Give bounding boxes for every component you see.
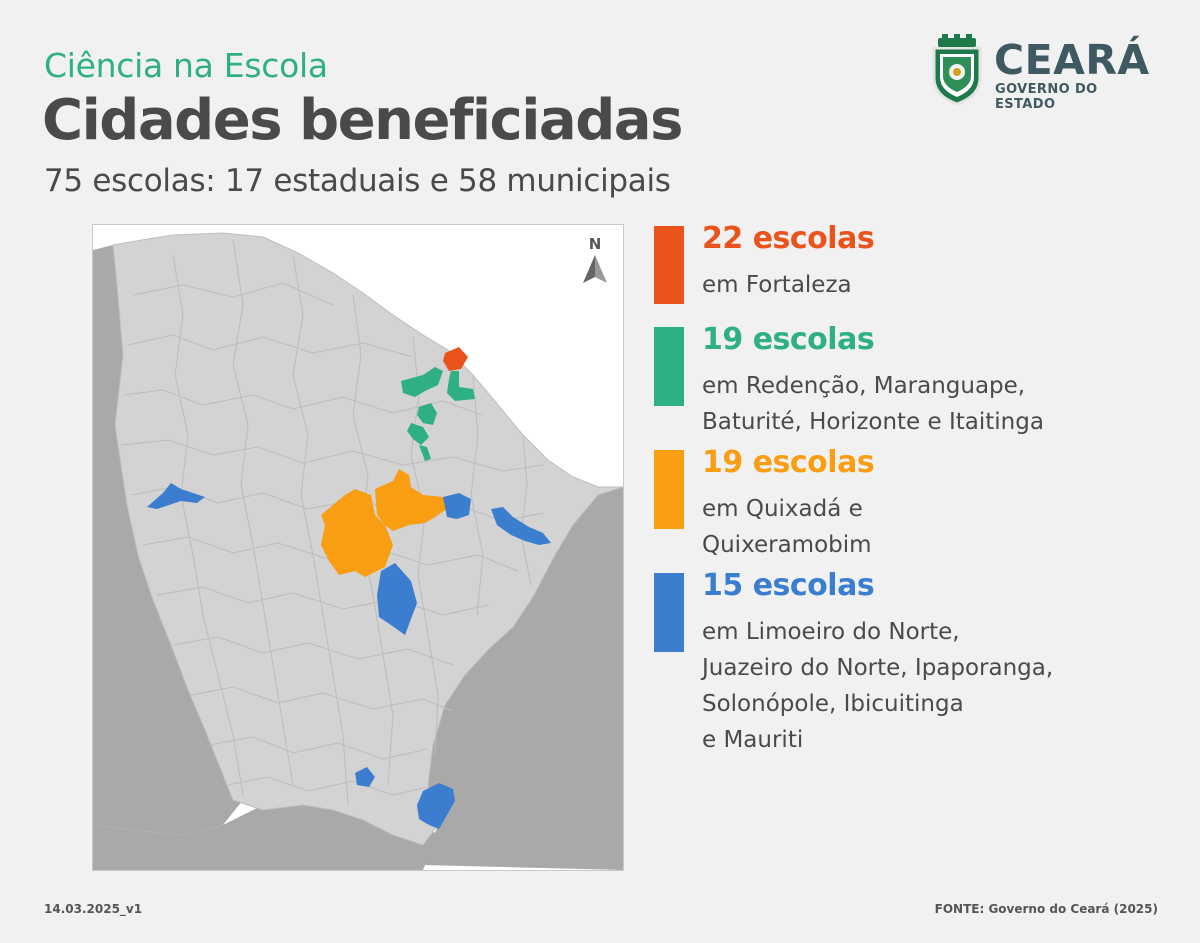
redencao-area <box>417 403 437 425</box>
highlight-fortaleza <box>443 347 468 371</box>
legend-swatch <box>654 327 684 406</box>
legend-line: em Redenção, Maranguape, <box>702 373 1026 399</box>
legend-line: Quixeramobim <box>702 532 872 558</box>
legend-description: em Limoeiro do Norte, Juazeiro do Norte,… <box>702 614 1122 758</box>
logo-subtitle: GOVERNO DO ESTADO <box>995 82 1098 112</box>
legend-count: 22 escolas <box>702 221 875 256</box>
highlight-orange-group <box>321 469 447 577</box>
legend-count: 19 escolas <box>702 445 875 480</box>
fortaleza-area <box>443 347 468 371</box>
solonopole-area <box>377 563 417 635</box>
highlight-green-group <box>401 367 475 461</box>
north-label: N <box>589 235 602 253</box>
mauriti-area <box>417 783 455 829</box>
baturite-south-area <box>419 445 431 461</box>
legend-swatch <box>654 450 684 529</box>
quixeramobim-area <box>321 489 393 577</box>
itaitinga-horizonte-area <box>447 371 475 401</box>
page-title: Cidades beneficiadas <box>42 88 683 153</box>
legend-count: 15 escolas <box>702 568 875 603</box>
kicker-title: Ciência na Escola <box>44 46 328 85</box>
highlight-blue-group <box>147 483 551 829</box>
juazeiro-do-norte-area <box>355 767 375 787</box>
north-arrow-icon: N <box>583 235 607 283</box>
legend-swatch <box>654 573 684 652</box>
ibicuitinga-area <box>443 493 471 519</box>
ipaporanga-area <box>147 483 205 509</box>
baturite-area <box>407 423 429 445</box>
legend-swatch <box>654 226 684 304</box>
legend-description: em Fortaleza <box>702 267 1122 303</box>
legend-line: Juazeiro do Norte, Ipaporanga, <box>702 655 1054 681</box>
state-seal-icon <box>932 34 982 106</box>
source-label: FONTE: Governo do Ceará (2025) <box>934 902 1158 916</box>
maranguape-area <box>401 367 443 397</box>
legend-line: Solonópole, Ibicuitinga <box>702 691 964 717</box>
map-svg: N <box>93 232 623 870</box>
legend-line: em Quixadá e <box>702 496 863 522</box>
legend-line: e Mauriti <box>702 727 804 753</box>
legend-description: em Redenção, Maranguape, Baturité, Horiz… <box>702 368 1122 440</box>
legend-description: em Quixadá e Quixeramobim <box>702 491 1122 563</box>
logo-name: CEARÁ <box>994 36 1150 84</box>
ceara-logo: CEARÁ GOVERNO DO ESTADO <box>928 34 1160 112</box>
ceara-map: N <box>92 224 624 871</box>
legend-line: em Limoeiro do Norte, <box>702 619 960 645</box>
neighbor-state-east <box>423 487 623 870</box>
legend-count: 19 escolas <box>702 322 875 357</box>
neighbor-state-west <box>93 245 243 835</box>
legend-line: Baturité, Horizonte e Itaitinga <box>702 409 1044 435</box>
page-subtitle: 75 escolas: 17 estaduais e 58 municipais <box>44 163 671 199</box>
legend-line: em Fortaleza <box>702 272 852 298</box>
version-label: 14.03.2025_v1 <box>44 902 143 916</box>
limoeiro-do-norte-area <box>491 507 551 545</box>
quixada-area <box>375 469 447 531</box>
